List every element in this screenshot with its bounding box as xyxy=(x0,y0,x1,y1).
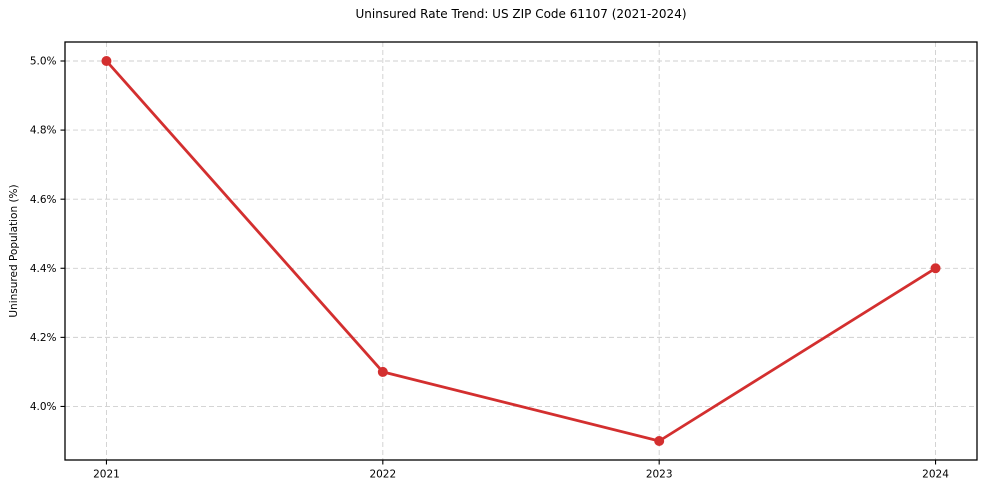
plot-border xyxy=(64,41,978,461)
data-point-2022 xyxy=(377,366,388,377)
axis-tick-labels: 4.0% 4.2% 4.4% 4.6% 4.8% 5.0% 2021 2022 2023 2024 xyxy=(30,56,949,481)
axis-ticks xyxy=(60,60,937,465)
chart-title: Uninsured Rate Trend: US ZIP Code 61107 … xyxy=(355,7,687,21)
data-point-2021 xyxy=(101,56,112,66)
trend-line xyxy=(105,59,937,443)
data-point-2024 xyxy=(930,263,941,274)
data-point-2023 xyxy=(654,436,665,446)
y-tick-label: 4.6% xyxy=(30,194,57,206)
x-tick-label: 2022 xyxy=(369,469,396,481)
y-tick-label: 4.0% xyxy=(30,401,57,413)
gridlines xyxy=(65,42,977,460)
y-tick-label: 4.2% xyxy=(30,332,57,344)
x-tick-label: 2021 xyxy=(93,469,120,481)
y-tick-label: 4.8% xyxy=(30,125,57,137)
x-tick-label: 2023 xyxy=(646,469,673,481)
x-tick-label: 2024 xyxy=(922,469,949,481)
y-tick-label: 4.4% xyxy=(30,263,57,275)
y-tick-label: 5.0% xyxy=(30,56,57,68)
